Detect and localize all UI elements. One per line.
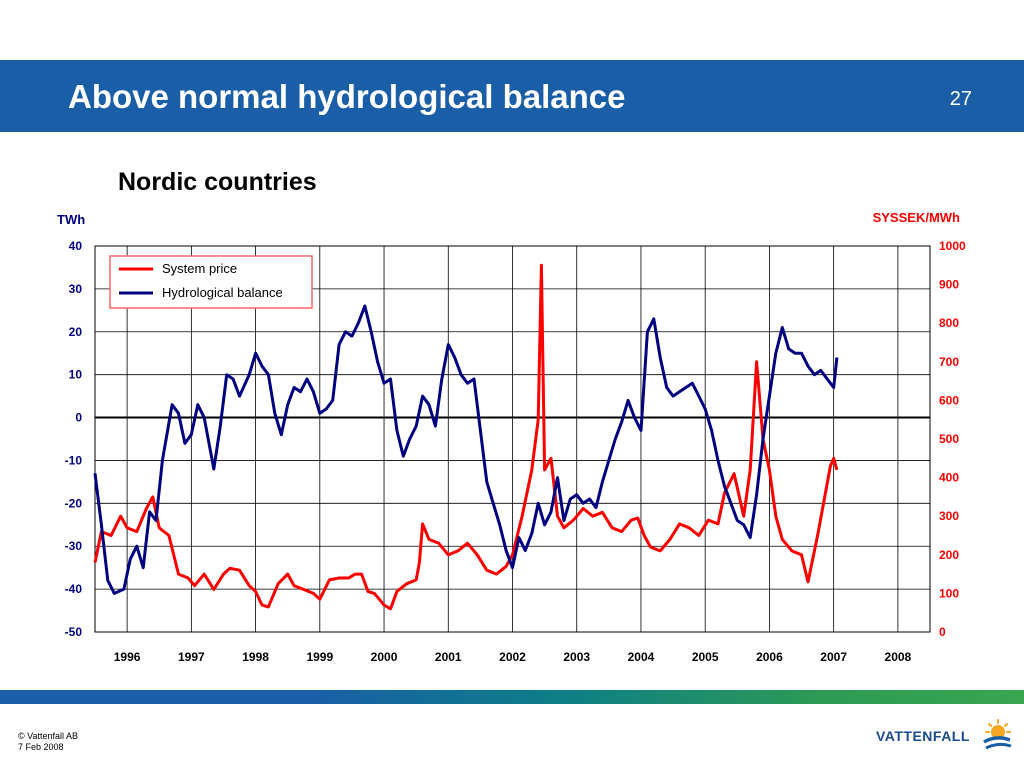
x-tick-label: 2004 [628, 650, 655, 664]
y-right-tick-label: 700 [939, 355, 959, 369]
header-bar: Above normal hydrological balance 27 [0, 60, 1024, 132]
x-tick-label: 2001 [435, 650, 462, 664]
page-number: 27 [949, 88, 972, 110]
y-right-axis-label: SYSSEK/MWh [873, 210, 960, 225]
system-price-line [93, 263, 839, 611]
x-tick-label: 2007 [820, 650, 847, 664]
y-right-tick-label: 500 [939, 432, 959, 446]
legend-box [109, 255, 313, 309]
y-right-tick-label: 200 [939, 548, 959, 562]
ticks: 403020100-10-20-30-40-501000900800700600… [65, 239, 966, 664]
chart-title: Nordic countries [118, 168, 317, 196]
footer: © Vattenfall AB 7 Feb 2008 [18, 731, 78, 753]
sun-logo-icon [983, 719, 1012, 750]
legend: System price Hydrological balance [109, 255, 313, 309]
y-right-tick-label: 0 [939, 625, 946, 639]
grid [94, 245, 931, 633]
footer-date: 7 Feb 2008 [18, 742, 64, 752]
y-right-tick-label: 1000 [939, 239, 966, 253]
legend-label: Hydrological balance [162, 285, 283, 300]
series-lines [93, 263, 839, 611]
y-right-tick-label: 300 [939, 509, 959, 523]
hydrological-balance-line [93, 304, 839, 595]
legend-label: System price [162, 261, 237, 276]
chart: 403020100-10-20-30-40-501000900800700600… [57, 210, 966, 664]
y-left-tick-label: -10 [65, 453, 83, 467]
y-left-tick-label: -30 [65, 539, 83, 553]
y-left-tick-label: 20 [69, 325, 83, 339]
y-right-tick-label: 600 [939, 393, 959, 407]
x-tick-label: 2008 [885, 650, 912, 664]
y-right-tick-label: 800 [939, 316, 959, 330]
x-tick-label: 2003 [563, 650, 590, 664]
y-left-tick-label: -40 [65, 582, 83, 596]
x-tick-label: 1996 [114, 650, 141, 664]
x-tick-label: 2000 [371, 650, 398, 664]
copyright-text: © Vattenfall AB [18, 731, 78, 741]
x-tick-label: 1998 [242, 650, 269, 664]
y-left-tick-label: 40 [69, 239, 83, 253]
vattenfall-logo: VATTENFALL [876, 716, 1016, 756]
y-left-axis-label: TWh [57, 212, 85, 227]
y-left-tick-label: 30 [69, 282, 83, 296]
bottom-stripe [0, 690, 1024, 704]
slide-title: Above normal hydrological balance [68, 78, 626, 115]
y-left-tick-label: -50 [65, 625, 83, 639]
x-tick-label: 1997 [178, 650, 205, 664]
logo-text: VATTENFALL [876, 728, 970, 744]
y-right-tick-label: 900 [939, 278, 959, 292]
y-right-tick-label: 400 [939, 471, 959, 485]
y-left-tick-label: -20 [65, 496, 83, 510]
x-tick-label: 2002 [499, 650, 526, 664]
x-tick-label: 2005 [692, 650, 719, 664]
y-right-tick-label: 100 [939, 586, 959, 600]
x-tick-label: 1999 [306, 650, 333, 664]
x-tick-label: 2006 [756, 650, 783, 664]
y-left-tick-label: 0 [75, 411, 82, 425]
y-left-tick-label: 10 [69, 368, 83, 382]
